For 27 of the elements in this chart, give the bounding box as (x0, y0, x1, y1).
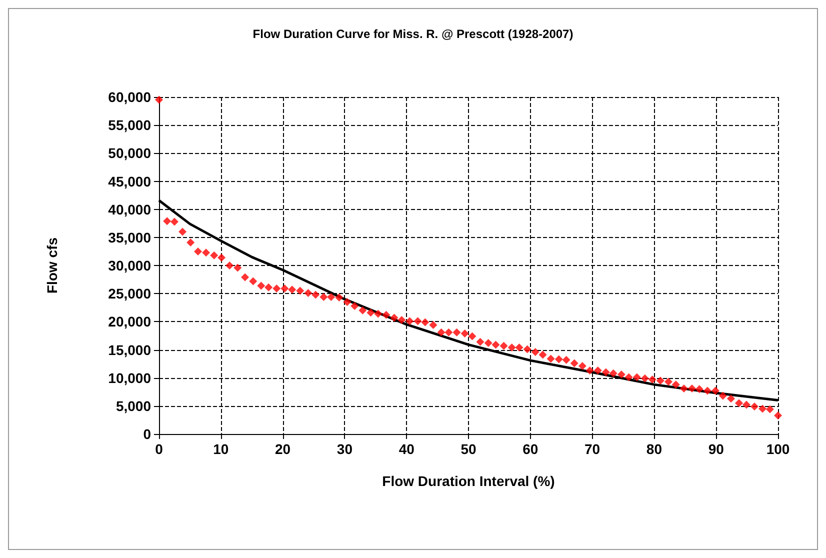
x-tick-label: 20 (275, 441, 291, 457)
y-tick-label: 25,000 (108, 286, 152, 302)
y-tick-label: 60,000 (108, 89, 152, 105)
x-tick-label: 80 (646, 441, 662, 457)
x-tick-label: 10 (213, 441, 229, 457)
y-tick-label: 0 (143, 426, 152, 442)
x-tick-label: 90 (708, 441, 724, 457)
x-tick-label: 0 (155, 441, 164, 457)
x-axis-title: Flow Duration Interval (%) (382, 473, 555, 489)
y-tick-label: 35,000 (108, 229, 152, 246)
chart-title: Flow Duration Curve for Miss. R. @ Prescott (1928-2007) (252, 27, 574, 41)
y-tick-label: 15,000 (108, 342, 152, 358)
y-axis-title: Flow cfs (44, 237, 60, 294)
y-tick-label: 10,000 (108, 370, 152, 386)
x-tick-label: 70 (584, 441, 600, 457)
y-tick-label: 45,000 (108, 173, 152, 190)
x-tick-label: 100 (766, 441, 790, 457)
y-tick-label: 50,000 (108, 145, 152, 162)
y-tick-label: 20,000 (108, 314, 152, 330)
x-tick-label: 40 (398, 441, 415, 457)
y-tick-label: 40,000 (108, 201, 152, 218)
x-tick-label: 50 (460, 441, 476, 457)
x-tick-label: 60 (522, 441, 538, 457)
x-tick-label: 30 (336, 441, 353, 457)
y-tick-label: 55,000 (108, 117, 152, 134)
y-tick-label: 30,000 (108, 258, 152, 274)
y-tick-label: 5,000 (116, 398, 152, 414)
